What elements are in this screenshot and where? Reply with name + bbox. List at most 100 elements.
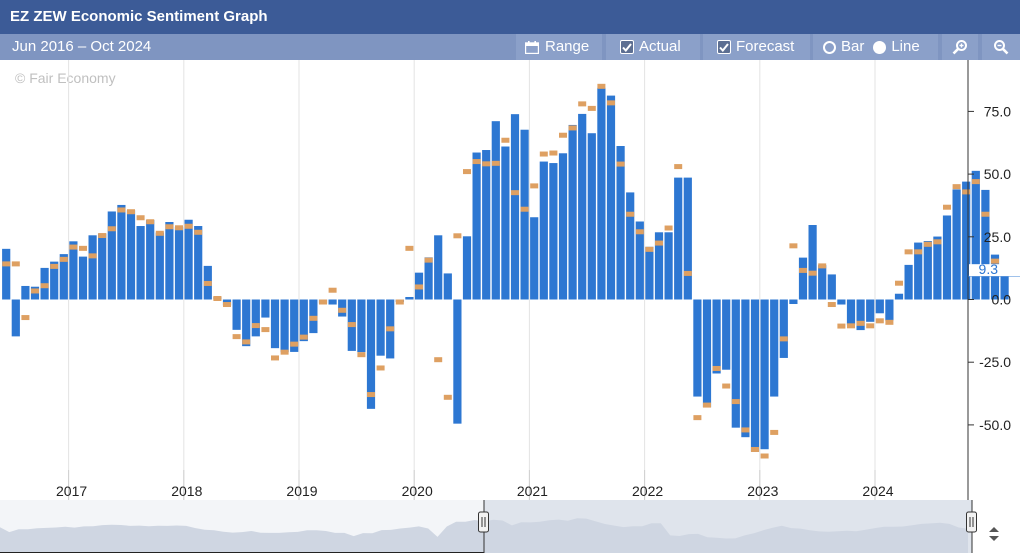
forecast-marker[interactable]	[203, 280, 212, 286]
forecast-marker[interactable]	[98, 233, 107, 239]
forecast-marker[interactable]	[981, 211, 990, 217]
zoom-in-button[interactable]	[942, 34, 978, 60]
forecast-marker[interactable]	[952, 184, 961, 190]
forecast-marker[interactable]	[415, 284, 423, 290]
forecast-marker[interactable]	[885, 319, 894, 325]
actual-bar[interactable]	[616, 146, 625, 300]
actual-bar[interactable]	[952, 189, 961, 300]
actual-bar[interactable]	[693, 299, 702, 397]
actual-bar[interactable]	[904, 264, 913, 300]
actual-bar[interactable]	[626, 192, 635, 300]
forecast-marker[interactable]	[338, 307, 347, 313]
navigator-left-handle[interactable]	[478, 511, 489, 533]
actual-bar[interactable]	[59, 254, 68, 300]
actual-bar[interactable]	[914, 242, 923, 300]
actual-bar[interactable]	[482, 150, 491, 300]
actual-bar[interactable]	[126, 210, 136, 300]
actual-bar[interactable]	[530, 217, 539, 300]
forecast-marker[interactable]	[520, 206, 529, 212]
forecast-marker[interactable]	[165, 224, 174, 230]
actual-bar[interactable]	[299, 299, 308, 342]
actual-bar[interactable]	[117, 204, 126, 300]
actual-bar[interactable]	[990, 254, 1000, 300]
actual-bar[interactable]	[251, 299, 260, 337]
forecast-marker[interactable]	[117, 207, 126, 213]
actual-bar[interactable]	[2, 248, 11, 300]
actual-bar[interactable]	[270, 299, 280, 349]
actual-bar[interactable]	[558, 153, 568, 300]
actual-bar[interactable]	[549, 163, 558, 300]
forecast-marker[interactable]	[511, 190, 519, 196]
navigator-scroll-arrows-icon[interactable]	[989, 527, 999, 541]
actual-bar[interactable]	[366, 299, 376, 409]
actual-bar[interactable]	[443, 273, 452, 300]
forecast-marker[interactable]	[856, 320, 865, 326]
actual-bar[interactable]	[578, 113, 587, 300]
actual-bar[interactable]	[1000, 276, 1009, 300]
forecast-marker[interactable]	[309, 315, 318, 321]
forecast-marker[interactable]	[453, 233, 462, 239]
forecast-marker[interactable]	[463, 169, 471, 175]
forecast-marker[interactable]	[635, 229, 644, 235]
forecast-marker[interactable]	[146, 219, 155, 225]
forecast-marker[interactable]	[626, 211, 635, 217]
forecast-marker[interactable]	[232, 334, 241, 340]
forecast-marker[interactable]	[818, 263, 827, 269]
forecast-marker[interactable]	[607, 100, 615, 106]
actual-bar[interactable]	[875, 299, 884, 314]
actual-bar[interactable]	[846, 299, 856, 326]
actual-bar[interactable]	[261, 299, 270, 318]
forecast-marker[interactable]	[751, 446, 759, 452]
forecast-marker[interactable]	[376, 365, 385, 371]
actual-bar[interactable]	[981, 189, 990, 300]
actual-bar[interactable]	[174, 226, 184, 300]
forecast-marker[interactable]	[683, 270, 692, 276]
range-navigator[interactable]	[0, 500, 1020, 553]
actual-bar[interactable]	[424, 257, 433, 300]
forecast-marker[interactable]	[799, 267, 807, 273]
forecast-marker[interactable]	[616, 161, 625, 167]
forecast-marker[interactable]	[11, 261, 20, 267]
forecast-marker[interactable]	[923, 241, 932, 247]
forecast-marker[interactable]	[184, 223, 193, 229]
actual-bar[interactable]	[866, 299, 875, 322]
forecast-marker[interactable]	[991, 258, 999, 264]
actual-bar[interactable]	[434, 235, 443, 300]
forecast-marker[interactable]	[722, 383, 731, 389]
actual-bar[interactable]	[50, 261, 59, 300]
forecast-marker[interactable]	[559, 132, 567, 138]
forecast-marker[interactable]	[962, 189, 971, 195]
forecast-marker[interactable]	[904, 249, 913, 255]
actual-bar[interactable]	[760, 299, 769, 450]
actual-bar[interactable]	[184, 219, 193, 300]
forecast-marker[interactable]	[664, 225, 673, 231]
forecast-marker[interactable]	[645, 246, 654, 252]
actual-bar[interactable]	[107, 211, 116, 300]
actual-bar[interactable]	[568, 124, 577, 300]
actual-bar[interactable]	[510, 114, 520, 300]
forecast-marker[interactable]	[213, 296, 222, 301]
bar-label[interactable]: Bar	[841, 38, 865, 55]
forecast-marker[interactable]	[2, 261, 11, 267]
forecast-marker[interactable]	[741, 427, 750, 433]
forecast-marker[interactable]	[914, 249, 923, 255]
forecast-marker[interactable]	[760, 453, 769, 459]
forecast-marker[interactable]	[587, 105, 596, 111]
actual-bar[interactable]	[750, 299, 760, 452]
forecast-marker[interactable]	[539, 151, 548, 157]
actual-bar[interactable]	[472, 152, 481, 300]
actual-bar[interactable]	[674, 177, 683, 300]
actual-bar[interactable]	[280, 299, 289, 353]
actual-bar[interactable]	[741, 299, 750, 438]
forecast-marker[interactable]	[136, 215, 145, 221]
forecast-toggle[interactable]: Forecast	[703, 34, 810, 60]
forecast-marker[interactable]	[779, 336, 788, 342]
actual-bar[interactable]	[11, 299, 20, 337]
actual-bar[interactable]	[731, 299, 740, 428]
forecast-marker[interactable]	[808, 270, 817, 276]
forecast-marker[interactable]	[424, 257, 433, 263]
forecast-marker[interactable]	[405, 245, 414, 251]
forecast-marker[interactable]	[597, 83, 606, 89]
forecast-marker[interactable]	[434, 357, 443, 363]
forecast-marker[interactable]	[568, 125, 577, 131]
